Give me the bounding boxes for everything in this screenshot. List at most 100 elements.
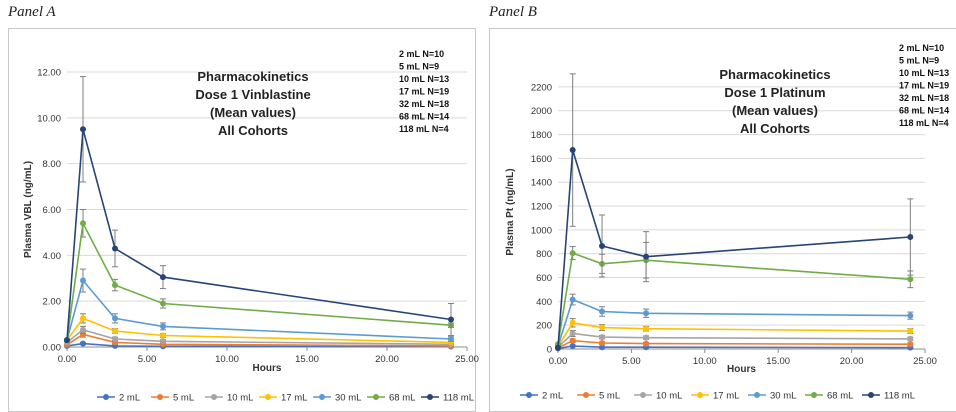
x-tick-label: 10.00: [215, 354, 239, 365]
x-tick-label: 10.00: [693, 356, 717, 367]
data-point: [569, 296, 576, 303]
y-axis-title: Plasma Pt (ng/mL): [505, 168, 516, 255]
series-line: [66, 220, 452, 341]
data-point: [112, 245, 118, 252]
legend-label: 5 mL: [173, 393, 194, 404]
data-point: [907, 276, 914, 283]
y-tick-label: 1600: [531, 154, 552, 165]
data-point: [555, 344, 561, 351]
cohort-annotation: 2 mL N=10: [399, 49, 444, 59]
series-5-ml: [555, 337, 914, 351]
legend-swatch-marker: [265, 394, 271, 400]
data-point: [599, 242, 606, 249]
y-tick-label: 1000: [531, 225, 552, 236]
data-point: [160, 338, 166, 345]
legend-label: 5 mL: [599, 391, 620, 402]
data-point: [599, 334, 606, 341]
x-tick-label: 5.00: [622, 356, 641, 367]
cohort-annotation: 2 mL N=10: [899, 43, 944, 53]
data-point: [643, 310, 650, 317]
y-tick-label: 400: [536, 297, 552, 308]
chart-b-frame: 0 200 400 600 800 1000 1200 1400 1600 1800 2000 220…: [489, 28, 956, 412]
series-17-ml: [64, 313, 454, 346]
series-17-ml: [555, 318, 914, 350]
chart-title-line: Dose 1 Platinum: [724, 85, 825, 100]
legend-label: 2 mL: [119, 393, 140, 404]
data-point: [64, 337, 70, 344]
legend-label: 118 mL: [884, 391, 915, 402]
x-tick-label: 0.00: [58, 354, 77, 365]
series-30-ml: [555, 293, 914, 350]
legend-swatch-marker: [697, 392, 703, 398]
panel-b-label: Panel B: [489, 4, 537, 20]
data-point: [160, 300, 166, 307]
data-point: [448, 316, 454, 323]
cohort-annotation: 32 mL N=18: [399, 99, 449, 109]
cohort-annotation: 68 mL N=14: [899, 106, 949, 116]
data-point: [907, 335, 914, 342]
y-tick-label: 800: [536, 249, 552, 260]
data-point: [160, 323, 166, 330]
data-point: [569, 147, 576, 154]
y-tick-label: 2.00: [43, 297, 62, 308]
y-tick-label: 0.00: [43, 343, 62, 354]
cohort-annotation: 17 mL N=19: [399, 87, 449, 97]
y-tick-label: 12.00: [37, 68, 61, 79]
data-point: [160, 332, 166, 339]
data-point: [569, 319, 576, 326]
series-line: [66, 129, 452, 341]
data-point: [643, 334, 650, 341]
data-point: [643, 340, 650, 347]
data-point: [80, 220, 86, 227]
y-tick-label: 2200: [531, 82, 552, 93]
data-point: [80, 126, 86, 133]
legend-swatch-marker: [868, 392, 874, 398]
x-tick-label: 20.00: [375, 354, 399, 365]
data-point: [569, 330, 576, 337]
series-line: [557, 345, 911, 350]
series-118-ml: [64, 76, 454, 344]
data-point: [448, 335, 454, 342]
data-point: [80, 315, 86, 322]
panel-a-label: Panel A: [8, 4, 56, 20]
legend-swatch-marker: [211, 394, 217, 400]
data-point: [599, 324, 606, 331]
x-tick-label: 20.00: [840, 356, 864, 367]
y-axis-title: Plasma VBL (ng/mL): [23, 161, 34, 258]
legend-swatch-marker: [754, 392, 760, 398]
legend-swatch-marker: [319, 394, 325, 400]
y-tick-label: 0: [547, 345, 552, 356]
data-point: [80, 326, 86, 333]
legend-label: 30 mL: [770, 391, 796, 402]
data-point: [160, 274, 166, 281]
x-axis-title: Hours: [253, 363, 282, 374]
x-tick-label: 25.00: [455, 354, 479, 365]
data-point: [599, 344, 606, 351]
data-point: [907, 234, 914, 241]
data-point: [80, 277, 86, 284]
x-tick-label: 15.00: [766, 356, 790, 367]
chart-title-line: (Mean values): [210, 105, 296, 120]
data-point: [907, 328, 914, 335]
x-tick-label: 0.00: [549, 356, 568, 367]
chart-title-line: Pharmacokinetics: [719, 67, 830, 82]
legend-swatch-marker: [811, 392, 817, 398]
legend-label: 30 mL: [335, 393, 361, 404]
legend-swatch-marker: [640, 392, 646, 398]
data-point: [112, 335, 118, 342]
x-axis-title: Hours: [727, 364, 756, 375]
y-tick-label: 1200: [531, 202, 552, 213]
legend-swatch-marker: [526, 392, 532, 398]
series-line: [557, 149, 911, 348]
chart-title-line: Dose 1 Vinblastine: [195, 87, 310, 102]
data-point: [599, 308, 606, 315]
data-point: [569, 337, 576, 344]
cohort-annotation: 17 mL N=19: [899, 81, 949, 91]
data-point: [907, 312, 914, 319]
chart-title-line: All Cohorts: [218, 123, 288, 138]
y-tick-label: 6.00: [43, 205, 62, 216]
x-tick-label: 25.00: [913, 356, 937, 367]
data-point: [643, 325, 650, 332]
series-10-ml: [64, 325, 454, 348]
legend-swatch-marker: [427, 394, 433, 400]
